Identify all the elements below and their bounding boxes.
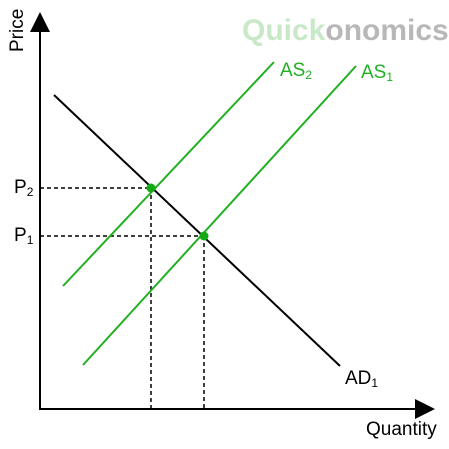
as2-curve [62,61,275,287]
y-axis-label: Price [7,9,28,52]
as1-label: AS1 [361,62,393,84]
p1-label: P1 [14,225,34,247]
brand-logo-dark: onomics [325,14,448,47]
equilibrium-point-p1 [199,231,209,241]
as1-curve [82,65,357,366]
brand-logo: Quickonomics [242,14,449,47]
x-axis-label: Quantity [366,419,437,440]
ad1-curve [53,94,341,367]
ad1-label: AD1 [345,368,378,390]
as2-label: AS2 [280,60,312,82]
brand-logo-light: Quick [242,14,326,47]
p2-label: P2 [14,177,34,199]
equilibrium-point-p2 [146,183,156,193]
